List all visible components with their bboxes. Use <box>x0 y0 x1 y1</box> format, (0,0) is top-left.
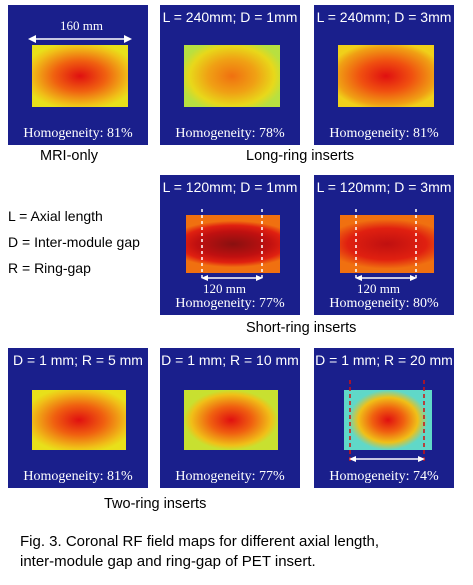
panel-title: D = 1 mm; R = 5 mm <box>13 352 143 368</box>
field-map-short-120-d1: L = 120mm; D = 1mm 120 mm Homogeneity: 7… <box>160 175 300 315</box>
figure-caption-line-2: inter-module gap and ring-gap of PET ins… <box>20 553 316 570</box>
group-label-short-ring: Short-ring inserts <box>246 320 357 336</box>
field-region <box>344 390 432 450</box>
insert-markers <box>201 209 263 281</box>
field-region <box>32 45 128 107</box>
panel-title: D = 1 mm; R = 20 mm <box>315 352 453 368</box>
field-map-two-ring-r5: D = 1 mm; R = 5 mm Homogeneity: 81% <box>8 348 148 488</box>
field-region <box>184 390 278 450</box>
figure-caption-line-1: Fig. 3. Coronal RF field maps for differ… <box>20 533 380 550</box>
panel-title: L = 240mm; D = 1mm <box>162 9 298 25</box>
dimension-label: 120 mm <box>203 281 246 296</box>
homogeneity-label: Homogeneity: 81% <box>329 126 439 141</box>
group-label-two-ring: Two-ring inserts <box>104 496 207 512</box>
legend-inter-module-gap: D = Inter-module gap <box>8 234 140 250</box>
field-region <box>186 215 280 273</box>
homogeneity-label: Homogeneity: 81% <box>23 126 133 141</box>
field-region <box>32 390 126 450</box>
homogeneity-label: Homogeneity: 77% <box>175 469 285 484</box>
legend-ring-gap: R = Ring-gap <box>8 260 91 276</box>
panel-title: L = 120mm; D = 1mm <box>162 179 298 195</box>
field-region <box>338 45 434 107</box>
dimension-label: 120 mm <box>357 281 400 296</box>
insert-markers <box>355 209 417 281</box>
panel-title: L = 120mm; D = 3mm <box>316 179 452 195</box>
panel-title: D = 1 mm; R = 10 mm <box>161 352 299 368</box>
field-region <box>184 45 280 107</box>
field-map-two-ring-r10: D = 1 mm; R = 10 mm Homogeneity: 77% <box>160 348 300 488</box>
ring-gap-markers <box>349 380 425 463</box>
homogeneity-label: Homogeneity: 81% <box>23 469 133 484</box>
field-map-mri-only: 160 mm Homogeneity: 81% <box>8 5 148 145</box>
figure-caption: Fig. 3. Coronal RF field maps for differ… <box>20 532 470 572</box>
panel-title: L = 240mm; D = 3mm <box>316 9 452 25</box>
legend-axial-length: L = Axial length <box>8 208 103 224</box>
homogeneity-label: Homogeneity: 77% <box>175 296 285 311</box>
width-arrow <box>28 35 132 43</box>
homogeneity-label: Homogeneity: 80% <box>329 296 439 311</box>
field-map-long-240-d1: L = 240mm; D = 1mm Homogeneity: 78% <box>160 5 300 145</box>
group-label-long-ring: Long-ring inserts <box>246 148 354 164</box>
field-map-two-ring-r20: D = 1 mm; R = 20 mm Homogeneity: 74% <box>314 348 454 488</box>
field-map-long-240-d3: L = 240mm; D = 3mm Homogeneity: 81% <box>314 5 454 145</box>
dimension-label: 160 mm <box>60 18 103 33</box>
group-label-mri-only: MRI-only <box>40 148 99 164</box>
homogeneity-label: Homogeneity: 78% <box>175 126 285 141</box>
field-map-short-120-d3: L = 120mm; D = 3mm 120 mm Homogeneity: 8… <box>314 175 454 315</box>
homogeneity-label: Homogeneity: 74% <box>329 469 439 484</box>
